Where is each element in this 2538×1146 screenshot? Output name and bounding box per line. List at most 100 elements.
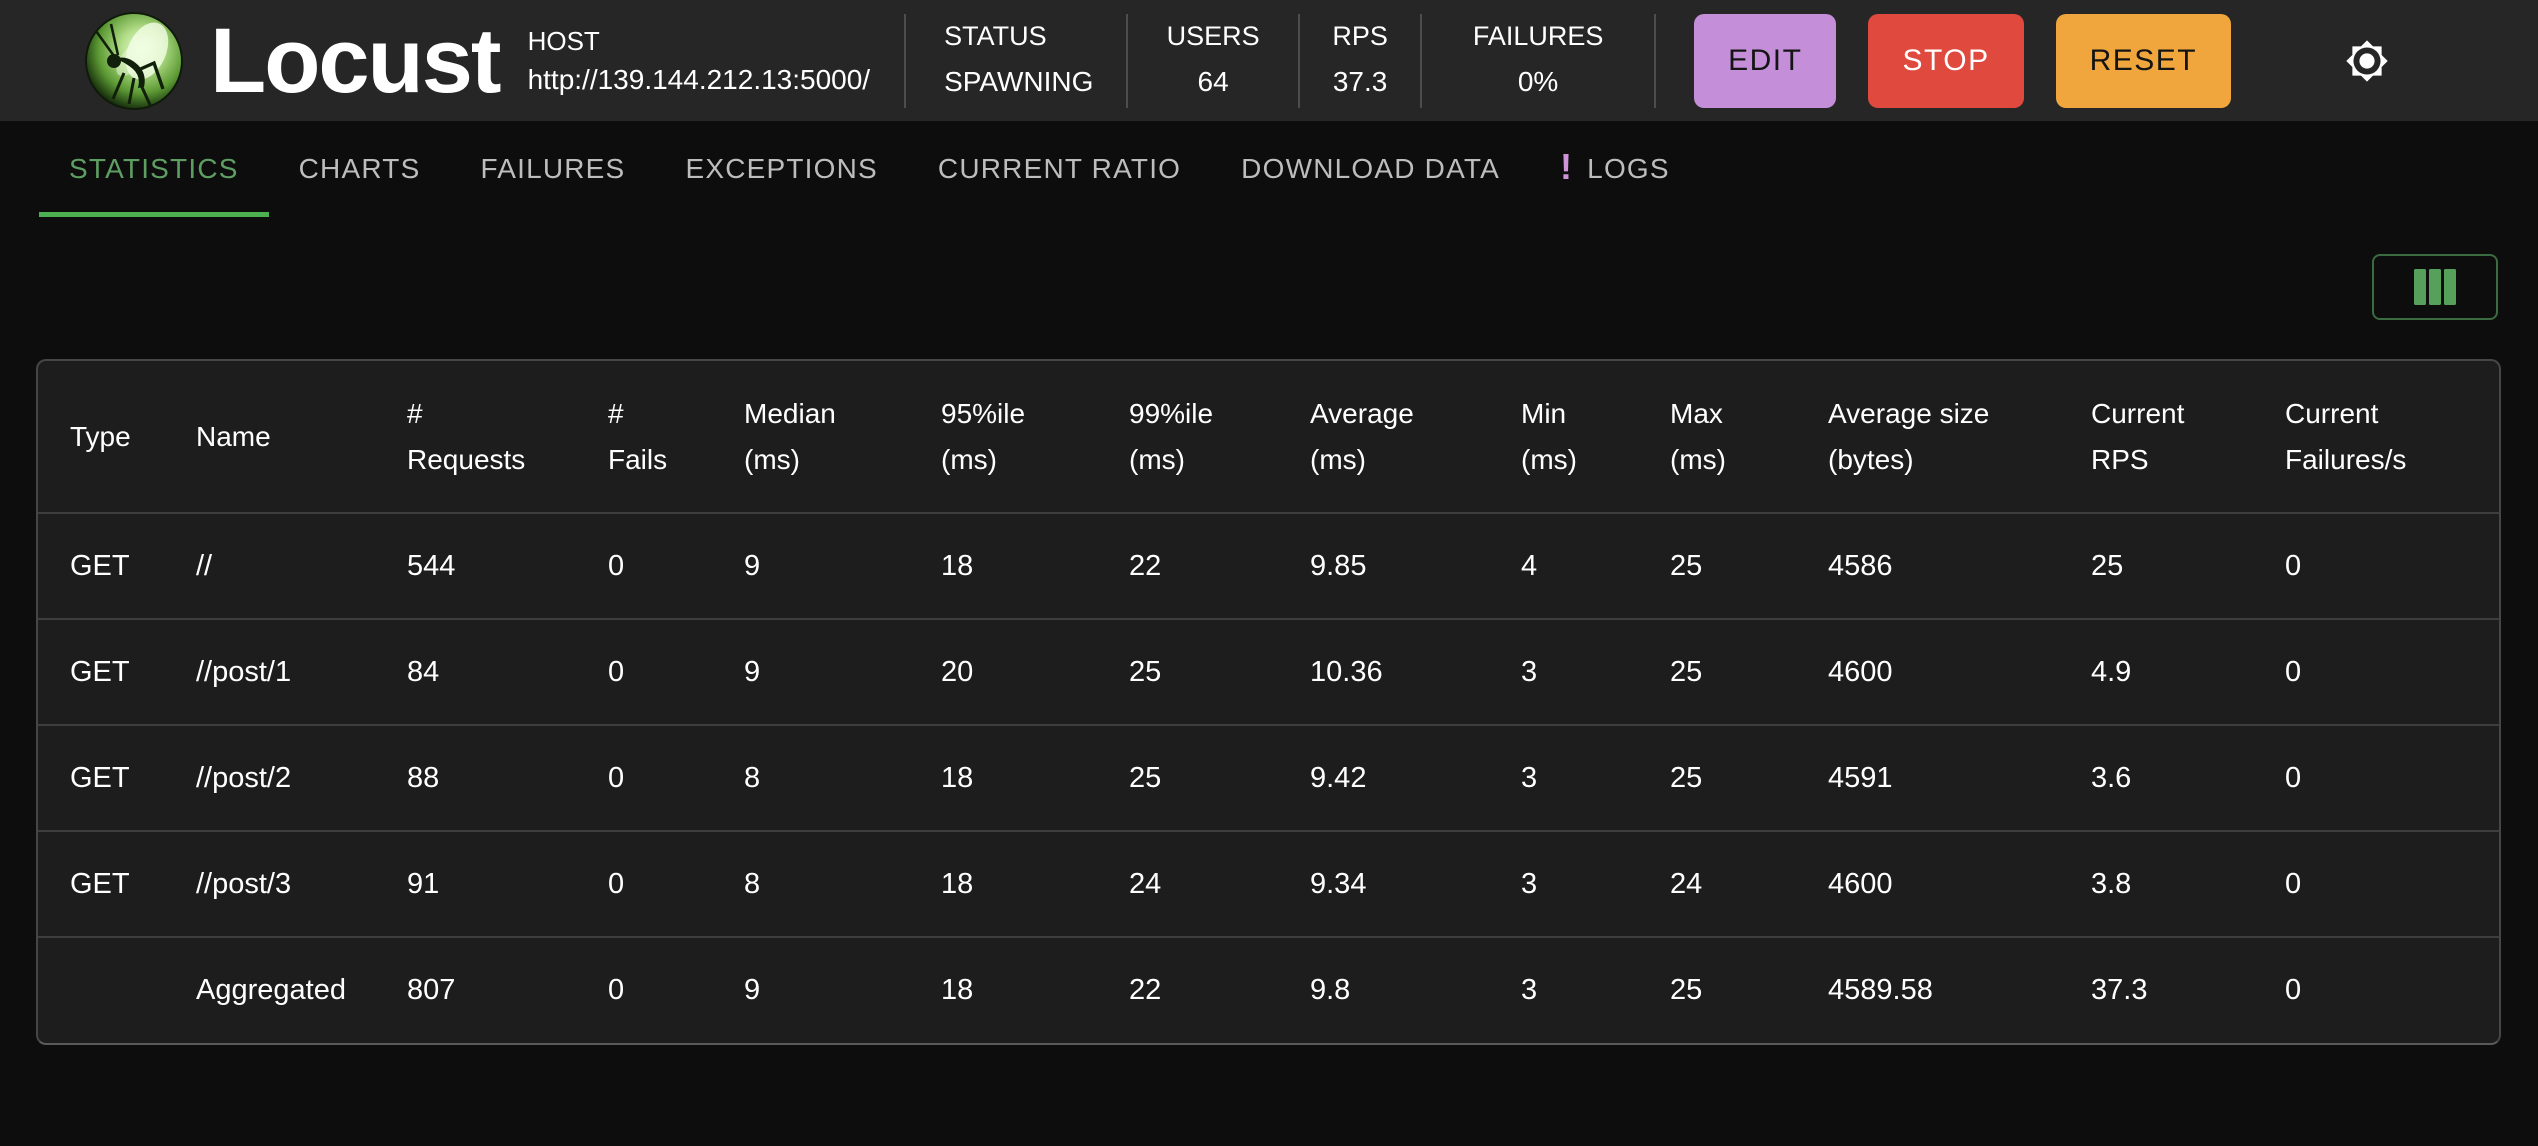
column-header-line2: Requests	[407, 443, 526, 475]
tab-label: CURRENT RATIO	[937, 153, 1182, 184]
table-cell: 25	[1670, 724, 1828, 831]
table-cell: 807	[407, 936, 608, 1043]
column-header-median[interactable]: Median (ms)	[744, 361, 941, 513]
column-header--[interactable]: # Fails	[608, 361, 744, 513]
column-header-max[interactable]: Max (ms)	[1670, 361, 1828, 513]
tab-label: EXCEPTIONS	[685, 153, 878, 184]
table-cell: GET	[38, 724, 196, 831]
table-cell: 25	[2091, 512, 2285, 619]
column-header-current[interactable]: Current RPS	[2091, 361, 2285, 513]
table-cell: 4586	[1828, 512, 2091, 619]
tab-failures[interactable]: FAILURES	[450, 121, 655, 217]
table-cell: 10.36	[1310, 618, 1521, 725]
table-cell: 544	[407, 512, 608, 619]
column-header-min[interactable]: Min (ms)	[1521, 361, 1670, 513]
host-info: HOST http://139.144.212.13:5000/	[528, 28, 871, 94]
column-header-95-ile[interactable]: 95%ile (ms)	[941, 361, 1129, 513]
table-toolbar	[0, 217, 2538, 320]
column-selector-button[interactable]	[2372, 254, 2498, 320]
table-cell: 0	[608, 618, 744, 725]
column-header-line2: RPS	[2091, 443, 2149, 475]
stat-value: 0%	[1517, 65, 1559, 97]
column-header-line2: (ms)	[1310, 443, 1366, 475]
reset-button[interactable]: RESET	[2055, 13, 2232, 108]
stat-label: RPS	[1332, 20, 1388, 51]
tab-exceptions[interactable]: EXCEPTIONS	[655, 121, 907, 217]
tab-download-data[interactable]: DOWNLOAD DATA	[1211, 121, 1530, 217]
table-cell: 0	[608, 512, 744, 619]
table-cell: 22	[1129, 512, 1310, 619]
table-cell: 25	[1670, 618, 1828, 725]
table-cell: GET	[38, 830, 196, 937]
table-cell: 18	[941, 512, 1129, 619]
table-cell: 25	[1670, 512, 1828, 619]
table-row: GET//544 0 9 18 22 9.85 4 25 4586 25 0	[38, 512, 2499, 619]
table-cell: 91	[407, 830, 608, 937]
app-header: Locust HOST http://139.144.212.13:5000/ …	[0, 0, 2538, 121]
column-header-type[interactable]: Type	[38, 361, 196, 513]
table-cell: 18	[941, 936, 1129, 1043]
table-cell: 25	[1129, 724, 1310, 831]
table-cell: //	[196, 512, 407, 619]
table-cell: 4.9	[2091, 618, 2285, 725]
column-header-average[interactable]: Average (ms)	[1310, 361, 1521, 513]
table-cell: 4589.58	[1828, 936, 2091, 1043]
column-header-current[interactable]: Current Failures/s	[2285, 361, 2499, 513]
column-header-line1: 99%ile	[1129, 397, 1214, 429]
table-cell: 4600	[1828, 618, 2091, 725]
locust-logo-image	[85, 11, 183, 110]
table-cell: 9.8	[1310, 936, 1521, 1043]
table-cell: 9	[744, 512, 941, 619]
column-header-name[interactable]: Name	[196, 361, 407, 513]
host-url: http://139.144.212.13:5000/	[527, 63, 871, 95]
header-actions: EDIT STOP RESET	[1694, 13, 2232, 108]
table-cell: 3.8	[2091, 830, 2285, 937]
table-cell: 9	[744, 936, 941, 1043]
stop-button[interactable]: STOP	[1868, 13, 2024, 108]
stat-value: 37.3	[1332, 65, 1388, 97]
table-row: GET//post/2 88 0 8 18 25 9.42 3 25 4591 3.6 0	[38, 724, 2499, 831]
table-body: GET//544 0 9 18 22 9.85 4 25 4586 25 0 GET//post/1 8…	[38, 512, 2499, 1043]
table-cell: 9.34	[1310, 830, 1521, 937]
table-cell: 0	[2285, 724, 2499, 831]
column-header-average-size[interactable]: Average size (bytes)	[1828, 361, 2091, 513]
column-header-line1: Median	[744, 397, 836, 429]
main-content: Type Name # Requests # Fails Median (ms) 95%ile (…	[0, 217, 2538, 1045]
column-header-line1: #	[407, 397, 423, 429]
column-header-line2: Fails	[608, 443, 668, 475]
stat-users: USERS 64	[1126, 13, 1298, 108]
table-cell: //post/2	[196, 724, 407, 831]
table-cell: 20	[941, 618, 1129, 725]
table-cell: 22	[1129, 936, 1310, 1043]
table-cell: 4	[1521, 512, 1670, 619]
host-label: HOST	[527, 25, 600, 56]
column-header-line2: Failures/s	[2285, 443, 2407, 475]
stat-label: STATUS	[944, 20, 1047, 51]
tab-charts[interactable]: CHARTS	[269, 121, 451, 217]
settings-gear-button[interactable]	[2341, 35, 2393, 87]
column-header-line1: Average size	[1828, 397, 1990, 429]
tab-current-ratio[interactable]: CURRENT RATIO	[908, 121, 1211, 217]
column-header-line1: Current	[2091, 397, 2185, 429]
stat-status: STATUS SPAWNING	[904, 13, 1126, 108]
stats-table-container: Type Name # Requests # Fails Median (ms) 95%ile (…	[36, 359, 2501, 1045]
table-cell: 25	[1670, 936, 1828, 1043]
tab-label: STATISTICS	[69, 153, 239, 184]
table-cell: 37.3	[2091, 936, 2285, 1043]
locust-logo[interactable]	[84, 11, 184, 111]
tab-statistics[interactable]: STATISTICS	[39, 121, 269, 217]
table-cell: GET	[38, 618, 196, 725]
column-header-line1: Min	[1521, 397, 1567, 429]
tab-label: FAILURES	[480, 153, 626, 184]
table-cell: 0	[2285, 830, 2499, 937]
column-header-99-ile[interactable]: 99%ile (ms)	[1129, 361, 1310, 513]
table-cell	[38, 936, 196, 1043]
tab-logs[interactable]: ! LOGS	[1530, 121, 1700, 217]
table-cell: 0	[2285, 618, 2499, 725]
edit-button[interactable]: EDIT	[1694, 13, 1837, 108]
logs-alert-badge: !	[1559, 146, 1574, 187]
column-header--[interactable]: # Requests	[407, 361, 608, 513]
table-row: GET//post/3 91 0 8 18 24 9.34 3 24 4600 3.8 0	[38, 830, 2499, 937]
table-cell: 24	[1670, 830, 1828, 937]
table-cell: 0	[608, 724, 744, 831]
